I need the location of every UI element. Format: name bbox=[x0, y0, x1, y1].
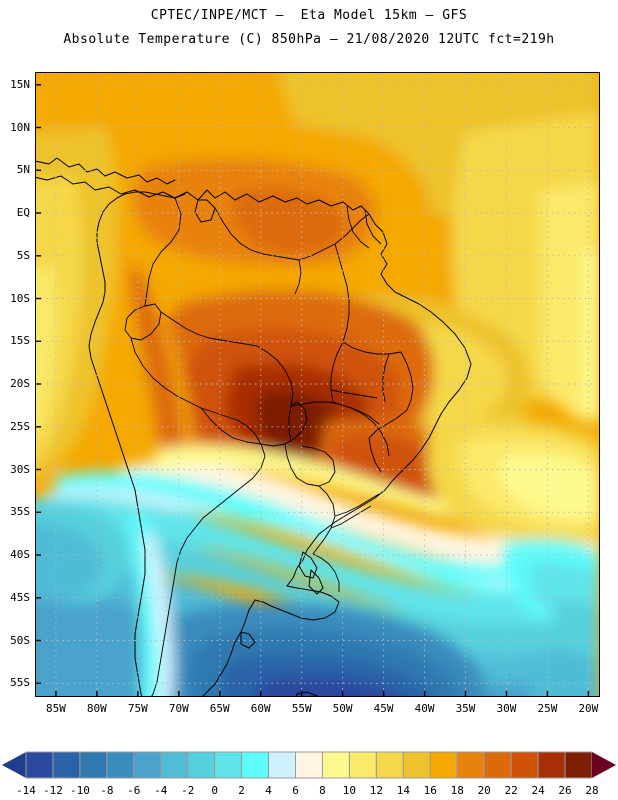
colorbar-tick-labels: -14 -12 -10 -8 -6 -4 -2 0 2 4 6 8 10 12 14 16 18 20 22 24 26… bbox=[0, 784, 618, 800]
title-model-line: CPTEC/INPE/MCT — Eta Model 15km — GFS bbox=[150, 8, 468, 23]
map-plot-area[interactable] bbox=[35, 72, 600, 697]
lat-tick-label: 45S bbox=[10, 590, 30, 604]
colorbar-tick-label: 26 bbox=[558, 784, 572, 797]
lat-tick-label: 40S bbox=[10, 548, 30, 562]
colorbar-swatch[interactable] bbox=[106, 751, 135, 779]
colorbar-swatch[interactable] bbox=[402, 751, 431, 779]
lon-tick-label: 25W bbox=[537, 702, 558, 715]
lon-tick-label: 45W bbox=[373, 702, 394, 715]
colorbar-swatch[interactable] bbox=[25, 751, 54, 779]
colorbar-swatch[interactable] bbox=[295, 751, 323, 779]
country-borders-layer bbox=[124, 197, 414, 697]
colorbar-tick-label: -6 bbox=[127, 784, 141, 797]
colorbar-tick-label: 22 bbox=[504, 784, 518, 797]
colorbar-tick-label: 14 bbox=[396, 784, 410, 797]
lat-tick-label: 10S bbox=[10, 291, 30, 305]
lat-tick-label: 35S bbox=[10, 505, 30, 519]
colorbar-tick-label: 24 bbox=[531, 784, 545, 797]
colorbar-tick-label: 12 bbox=[369, 784, 383, 797]
colorbar-swatch[interactable] bbox=[429, 751, 458, 779]
chart-title-block: CPTEC/INPE/MCT — Eta Model 15km — GFS Ab… bbox=[0, 0, 618, 47]
colorbar-swatch[interactable] bbox=[483, 751, 512, 779]
lat-tick-label: 25S bbox=[10, 419, 30, 433]
colorbar-over-arrow bbox=[592, 752, 616, 778]
lon-tick-label: 80W bbox=[86, 702, 107, 715]
colorbar-tick-label: -8 bbox=[100, 784, 114, 797]
colorbar-tick-label: -4 bbox=[154, 784, 168, 797]
temperature-map[interactable] bbox=[35, 72, 600, 697]
colorbar-swatch[interactable] bbox=[564, 751, 593, 779]
lon-tick-label: 55W bbox=[291, 702, 312, 715]
colorbar-tick-label: 4 bbox=[265, 784, 272, 797]
colorbar-swatch[interactable] bbox=[133, 751, 162, 779]
colorbar-swatch[interactable] bbox=[348, 751, 377, 779]
colorbar-swatch[interactable] bbox=[160, 751, 189, 779]
colorbar-swatch[interactable] bbox=[214, 751, 243, 779]
colorbar-swatch[interactable] bbox=[79, 751, 108, 779]
lat-tick-label: 55S bbox=[10, 676, 30, 690]
colorbar-swatch[interactable] bbox=[321, 751, 350, 779]
lat-tick-label: 30S bbox=[10, 462, 30, 476]
colorbar-swatches[interactable] bbox=[0, 748, 618, 782]
lon-tick-label: 65W bbox=[209, 702, 230, 715]
lat-tick-label: 10N bbox=[10, 120, 30, 134]
lat-tick-label: EQ bbox=[16, 206, 30, 220]
colorbar-tick-label: 0 bbox=[211, 784, 218, 797]
colorbar-swatch[interactable] bbox=[537, 751, 566, 779]
lat-tick-label: 15N bbox=[10, 77, 30, 91]
lon-tick-label: 40W bbox=[414, 702, 435, 715]
lon-tick-label: 60W bbox=[250, 702, 271, 715]
lat-tick-label: 20S bbox=[10, 377, 30, 391]
colorbar-tick-label: -2 bbox=[181, 784, 195, 797]
colorbar-tick-label: 6 bbox=[292, 784, 299, 797]
coastline-layer bbox=[35, 157, 472, 697]
colorbar-swatch[interactable] bbox=[456, 751, 485, 779]
colorbar-swatch[interactable] bbox=[241, 751, 270, 779]
lon-tick-label: 30W bbox=[496, 702, 517, 715]
lat-tick-label: 15S bbox=[10, 334, 30, 348]
colorbar-tick-label: 10 bbox=[342, 784, 357, 797]
colorbar-tick-label: -10 bbox=[69, 784, 90, 797]
lon-tick-label: 70W bbox=[168, 702, 189, 715]
colorbar-swatch[interactable] bbox=[510, 751, 539, 779]
lat-tick-label: 5N bbox=[16, 163, 30, 177]
colorbar-swatch[interactable] bbox=[52, 751, 81, 779]
colorbar-swatch[interactable] bbox=[187, 751, 216, 779]
colorbar-tick-label: 2 bbox=[238, 784, 245, 797]
colorbar-tick-label: 8 bbox=[319, 784, 326, 797]
colorbar-tick-label: 20 bbox=[477, 784, 491, 797]
lon-tick-label: 75W bbox=[127, 702, 148, 715]
lon-tick-label: 20W bbox=[578, 702, 599, 715]
lon-tick-label: 50W bbox=[332, 702, 353, 715]
title-variable-line: Absolute Temperature (C) 850hPa — 21/08/… bbox=[63, 32, 555, 47]
colorbar-tick-label: -14 bbox=[16, 784, 36, 797]
colorbar[interactable]: -14 -12 -10 -8 -6 -4 -2 0 2 4 6 8 10 12 14 16 18 20 22 24 26… bbox=[0, 748, 618, 800]
axis-ticks bbox=[35, 84, 590, 697]
lat-tick-label: 5S bbox=[16, 248, 30, 262]
colorbar-tick-label: 28 bbox=[585, 784, 599, 797]
colorbar-under-arrow bbox=[2, 752, 26, 778]
colorbar-tick-label: 16 bbox=[423, 784, 437, 797]
temperature-field bbox=[35, 72, 600, 697]
colorbar-swatch[interactable] bbox=[375, 751, 404, 779]
colorbar-tick-label: 18 bbox=[450, 784, 464, 797]
lat-tick-label: 50S bbox=[10, 633, 30, 647]
colorbar-swatch[interactable] bbox=[268, 751, 297, 779]
lat-lon-gridlines bbox=[35, 72, 600, 697]
lon-tick-label: 35W bbox=[455, 702, 476, 715]
colorbar-tick-label: -12 bbox=[43, 784, 63, 797]
lon-tick-label: 85W bbox=[45, 702, 66, 715]
